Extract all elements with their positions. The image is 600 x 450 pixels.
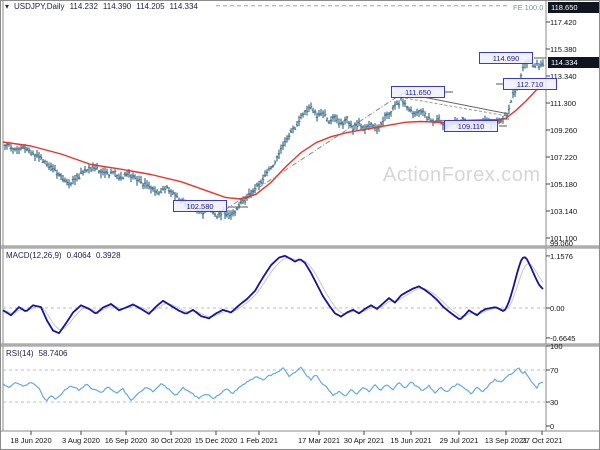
rsi-axis-tick: 0 (550, 422, 555, 431)
date-axis-label: 16 Sep 2020 (104, 436, 148, 445)
price-axis-tick: 109.260 (550, 125, 578, 135)
price-axis-tick: 117.420 (550, 18, 577, 27)
macd-axis-tick: 0.00 (550, 304, 565, 313)
rsi-value: 58.7406 (38, 349, 68, 358)
macd-axis-tick: 1.1576 (550, 251, 573, 261)
macd-value-signal: 0.3928 (96, 251, 121, 260)
price-level-annotation[interactable]: 102.580 (173, 200, 227, 212)
fib-extension-label[interactable]: FE 100.0 (513, 3, 544, 12)
date-axis-label: 3 Aug 2020 (62, 436, 100, 445)
actionforex-watermark: ActionForex.com (383, 164, 541, 186)
main-panel-min-label: 99.060 (550, 239, 573, 248)
rsi-indicator-label: RSI(14) 58.7406 (6, 349, 67, 358)
date-axis-label: 30 Oct 2020 (150, 436, 192, 445)
macd-title-text: MACD(12,26,9) (6, 251, 62, 260)
ohlc-low: 114.205 (136, 2, 165, 11)
date-axis-label: 27 Oct 2021 (521, 436, 563, 445)
date-axis-label: 29 Jul 2021 (439, 436, 479, 445)
macd-axis-tick: -0.6645 (550, 333, 576, 343)
price-axis-tick: 113.340 (550, 71, 577, 81)
ohlc-high: 114.390 (102, 2, 132, 11)
price-axis-tick: 101.100 (550, 233, 578, 243)
date-axis-label: 15 Dec 2020 (194, 436, 238, 445)
macd-indicator-label: MACD(12,26,9) 0.4064 0.3928 (6, 251, 121, 260)
current-price-axis-box: 114.334 (548, 57, 599, 68)
date-axis-label: 13 Sep 2021 (484, 436, 528, 445)
rsi-axis-tick: 70 (550, 366, 559, 375)
price-axis-tick: 103.140 (550, 206, 578, 216)
price-axis-tick: 111.300 (550, 98, 576, 108)
rsi-axis-tick: 30 (550, 398, 559, 407)
fe-price-axis-box: 118.650 (548, 2, 599, 13)
rsi-axis-tick: 100 (550, 342, 563, 351)
price-level-annotation[interactable]: 114.690 (479, 52, 533, 64)
price-axis-tick: 115.380 (550, 44, 577, 54)
collapse-toggle-icon[interactable]: ▾ (5, 1, 10, 11)
date-axis-label: 18 Jun 2020 (10, 436, 52, 445)
date-axis-label: 1 Feb 2021 (240, 436, 278, 445)
symbol-title: USDJPY,Daily (14, 2, 65, 11)
rsi-title-text: RSI(14) (6, 349, 34, 358)
date-axis-label: 17 Mar 2021 (297, 436, 341, 445)
chart-header: ▾ USDJPY,Daily 114.232 114.390 114.205 1… (5, 2, 198, 11)
price-level-annotation[interactable]: 112.710 (503, 78, 557, 90)
price-level-annotation[interactable]: 109.110 (444, 120, 498, 132)
price-level-annotation[interactable]: 111.650 (391, 86, 445, 98)
price-axis-tick: 105.180 (550, 179, 578, 189)
ohlc-close: 114.334 (169, 2, 198, 11)
date-axis-label: 15 Jun 2021 (390, 436, 432, 445)
ohlc-open: 114.232 (69, 2, 98, 11)
macd-value-main: 0.4064 (66, 251, 92, 260)
date-axis-label: 30 Apr 2021 (343, 436, 385, 445)
price-axis-tick: 107.220 (550, 152, 578, 162)
